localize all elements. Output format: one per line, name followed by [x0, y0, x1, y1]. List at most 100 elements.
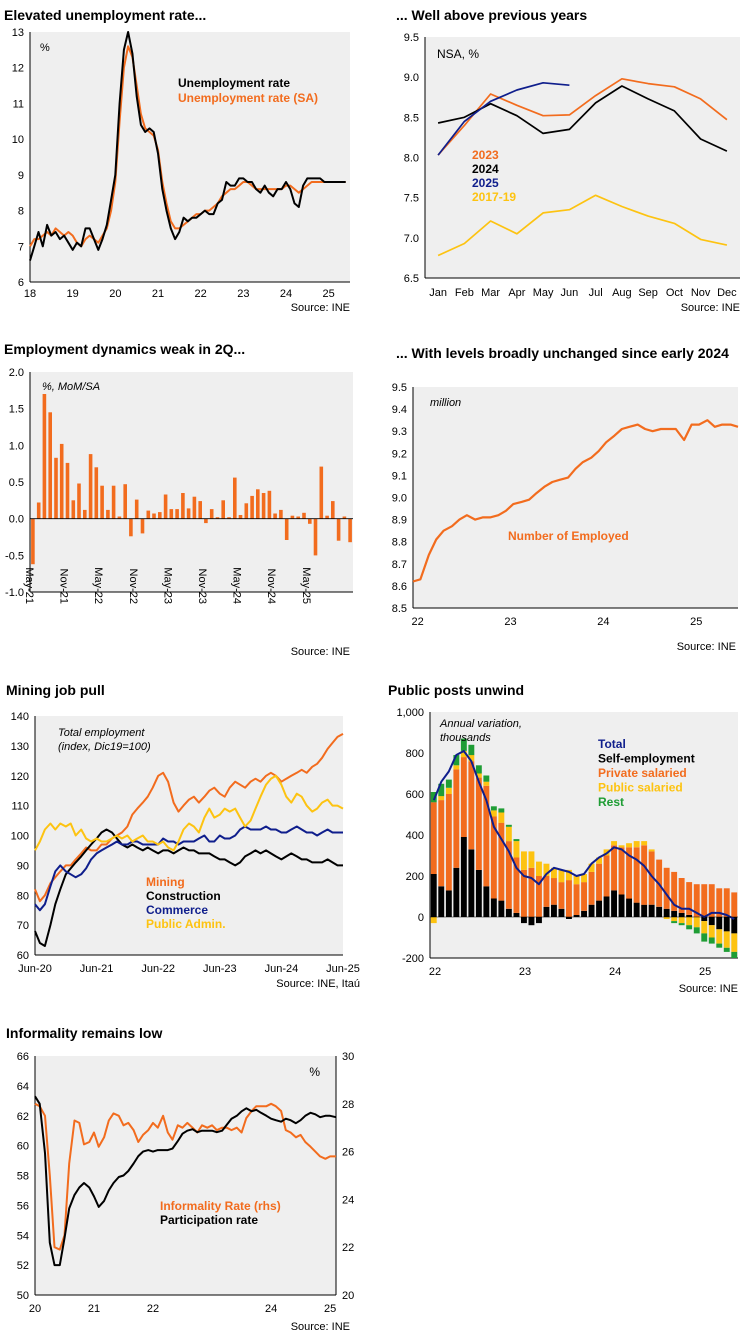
bar-private-salaried	[588, 871, 595, 905]
bar-public-salaried	[558, 869, 565, 883]
bar-rest	[716, 943, 723, 948]
bar-public-salaried	[438, 796, 445, 801]
y-tick-label: 7.5	[404, 193, 419, 205]
bar	[163, 494, 168, 519]
bar-self-employment	[566, 917, 572, 919]
bar	[227, 517, 231, 519]
y-tick-label: 50	[17, 1290, 29, 1302]
bar-public-salaried	[618, 845, 625, 848]
bar-self-employment	[505, 908, 512, 917]
x-tick-label: 23	[519, 966, 531, 978]
legend-label: 2023	[472, 148, 499, 162]
x-tick-label: Feb	[455, 287, 474, 299]
bar-public-salaried	[611, 841, 617, 846]
bar-private-salaried	[543, 876, 550, 907]
bar-self-employment	[663, 908, 670, 917]
y-tick-label: 7.0	[404, 233, 419, 245]
x-tick-label: 22	[429, 966, 441, 978]
bar	[77, 483, 81, 519]
x-tick-label: Nov-24	[265, 569, 277, 604]
bar-self-employment	[678, 912, 685, 917]
bar-self-employment	[701, 917, 708, 922]
bar-public-salaried	[505, 826, 512, 842]
bar-rest	[513, 839, 520, 842]
y-tick-label: 60	[17, 1141, 29, 1153]
bar-self-employment	[490, 898, 497, 917]
bar	[215, 517, 220, 519]
chart-mining-job-pull: 60 70 80 90 100 110 120 130 140 Jun-20 Jun-21 Jun-2…	[11, 711, 360, 975]
y-tick-label: 600	[406, 789, 424, 801]
bar	[158, 512, 162, 519]
bar-private-salaried	[708, 884, 715, 917]
bar-rest	[438, 783, 445, 797]
y-tick-label: 56	[17, 1200, 29, 1212]
bar-rest	[483, 775, 490, 782]
bar-private-salaried	[536, 876, 542, 917]
bar	[238, 515, 243, 519]
y-tick-label: 9.4	[392, 404, 407, 416]
bar-self-employment	[445, 890, 452, 917]
chart-unemployment-rate: 6 7 8 9 10 11 12 13 18 19 20 21 22 23 24 25% Unemploymen…	[12, 27, 350, 300]
series-line-number-of-employed	[412, 419, 739, 583]
bar-rest	[505, 824, 512, 827]
bar	[83, 509, 87, 519]
y-tick-label: 60	[17, 950, 29, 962]
bar	[111, 485, 116, 519]
bar-self-employment	[723, 917, 730, 932]
y-tick-label: 100	[11, 831, 29, 843]
y-tick-label: -200	[402, 953, 424, 965]
bar-private-salaried	[618, 847, 625, 895]
y-tick-label: 9	[18, 170, 24, 182]
bar-public-salaried	[430, 917, 437, 924]
bar	[146, 510, 151, 519]
x-tick-label: Jun-22	[141, 963, 175, 975]
bar-public-salaried	[573, 876, 580, 885]
y-tick-label: 0	[418, 912, 424, 924]
bar-self-employment	[671, 910, 678, 917]
y-tick-label: 8	[18, 206, 24, 218]
bar-private-salaried	[468, 761, 475, 850]
bar-self-employment	[483, 886, 490, 918]
x-tick-label: May-22	[92, 567, 104, 604]
unit-label: (index, Dic19=100)	[58, 741, 151, 753]
x-tick-label: 23	[237, 288, 249, 300]
bar-self-employment	[573, 915, 580, 917]
bar-private-salaried	[551, 878, 557, 905]
bar-rest	[445, 779, 452, 788]
y-tick-label-rhs: 24	[342, 1194, 354, 1206]
unit-label: thousands	[440, 732, 491, 744]
y-tick-label: 8.7	[392, 559, 407, 571]
chart-employment-dynamics: -1.0 -0.5 0.0 0.5 1.0 1.5 2.0 %, MoM/SA May-21 No…	[5, 367, 353, 604]
chart-title-public-posts: Public posts unwind	[388, 682, 525, 698]
bar	[65, 462, 70, 519]
bar-public-salaried	[445, 787, 452, 794]
bar-public-salaried	[460, 751, 467, 758]
y-tick-label: 0.0	[9, 514, 24, 526]
y-tick-label: -1.0	[5, 587, 24, 599]
y-tick-label: 8.6	[392, 581, 407, 593]
bar	[313, 518, 318, 556]
bar-private-salaried	[596, 863, 602, 901]
y-tick-label: 90	[17, 860, 29, 872]
legend-label: Public salaried	[598, 781, 683, 795]
bar-self-employment	[603, 896, 610, 917]
bar-private-salaried	[693, 884, 700, 917]
chart-source-public-posts: Source: INE	[678, 983, 738, 995]
x-tick-label: 24	[609, 966, 621, 978]
legend-label: Mining	[146, 875, 185, 889]
legend-label: 2017-19	[472, 190, 516, 204]
bar-public-salaried	[641, 841, 648, 846]
chart-title-informality: Informality remains low	[6, 1025, 163, 1041]
bar-rest	[468, 744, 475, 756]
x-tick-label: Jun-20	[18, 963, 52, 975]
y-tick-label: 8.9	[392, 515, 407, 527]
bar-public-salaried	[731, 933, 738, 952]
bar-public-salaried	[521, 851, 527, 870]
x-tick-label: Nov-22	[127, 569, 139, 604]
bar-private-salaried	[633, 847, 640, 903]
y-tick-label: 10	[12, 134, 24, 146]
legend-label: 2024	[472, 162, 499, 176]
y-tick-label: 400	[406, 830, 424, 842]
bar-public-salaried	[588, 863, 595, 872]
